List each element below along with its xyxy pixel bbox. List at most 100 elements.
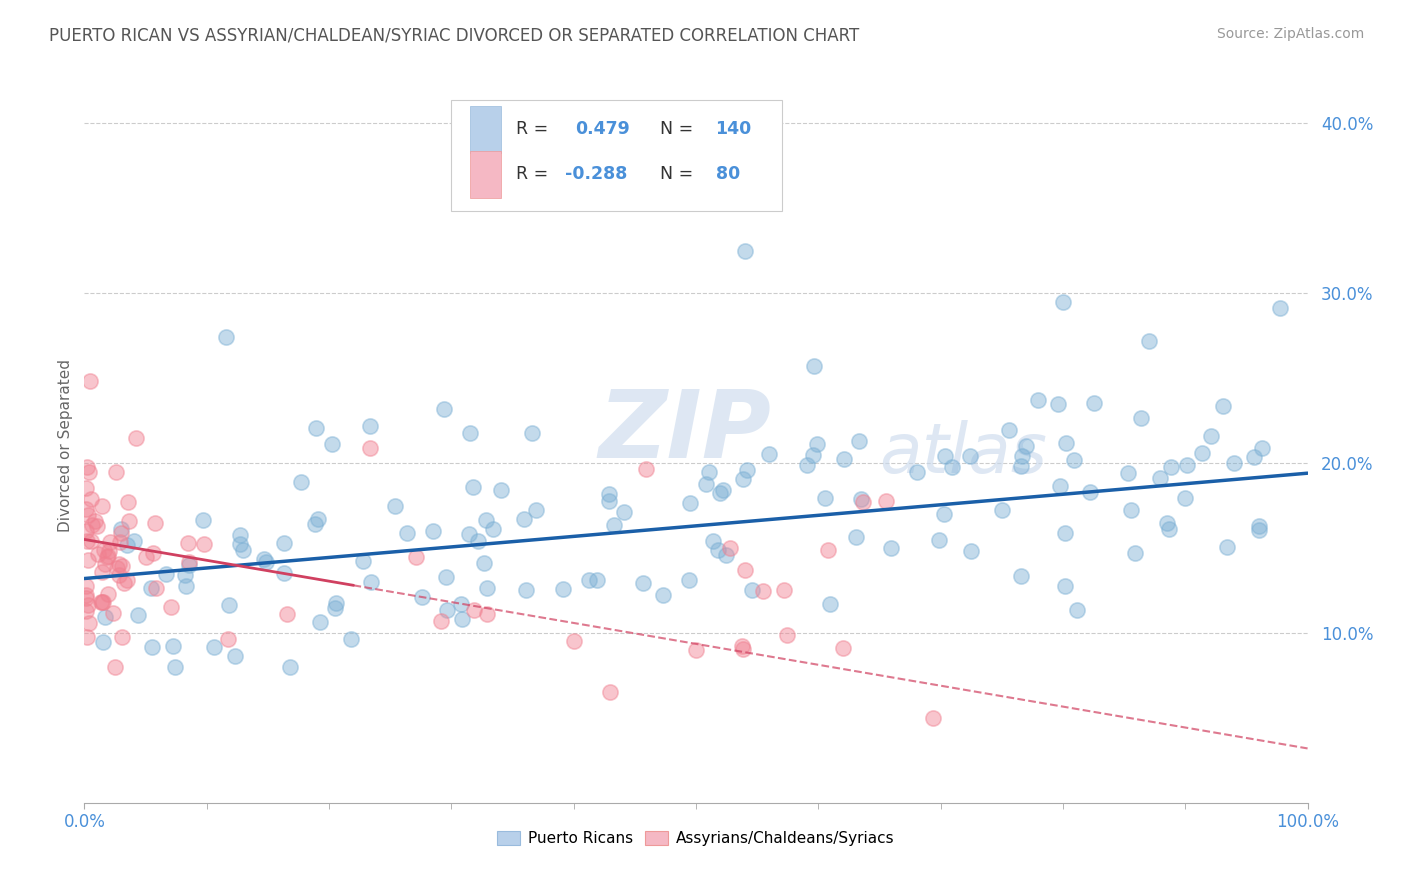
- Point: [127, 608, 149, 623]
- Point: [1011, 450, 1033, 464]
- Point: [108, 567, 131, 582]
- Point: [734, 244, 756, 258]
- Point: [110, 525, 132, 540]
- Point: [290, 475, 312, 489]
- Point: [359, 442, 381, 456]
- Point: [422, 524, 444, 538]
- Point: [1137, 334, 1160, 348]
- Point: [633, 576, 655, 591]
- Point: [229, 537, 252, 551]
- Point: [111, 630, 134, 644]
- Point: [105, 561, 128, 575]
- Point: [91, 500, 114, 514]
- Point: [163, 660, 186, 674]
- Point: [1054, 436, 1077, 450]
- Point: [714, 548, 737, 562]
- Point: [97, 549, 120, 564]
- Y-axis label: Divorced or Separated: Divorced or Separated: [58, 359, 73, 533]
- Point: [89, 594, 111, 608]
- Point: [598, 494, 620, 508]
- Point: [83, 514, 105, 528]
- Point: [1123, 546, 1146, 560]
- Point: [321, 437, 343, 451]
- Point: [325, 596, 347, 610]
- Point: [752, 583, 775, 598]
- Point: [991, 502, 1014, 516]
- Point: [1130, 410, 1153, 425]
- Point: [1078, 485, 1101, 500]
- Point: [1010, 458, 1032, 473]
- Point: [76, 630, 98, 644]
- Point: [603, 518, 626, 533]
- Point: [472, 556, 495, 570]
- Point: [305, 420, 328, 434]
- Point: [852, 495, 875, 509]
- Point: [77, 599, 100, 613]
- Point: [905, 465, 928, 479]
- Point: [395, 525, 418, 540]
- Point: [97, 587, 120, 601]
- Point: [482, 523, 505, 537]
- Point: [307, 512, 329, 526]
- Text: R =: R =: [516, 120, 548, 138]
- FancyBboxPatch shape: [470, 151, 502, 198]
- Point: [1223, 456, 1246, 470]
- Point: [1026, 392, 1049, 407]
- Point: [578, 573, 600, 587]
- Point: [433, 401, 456, 416]
- Point: [1066, 602, 1088, 616]
- Point: [475, 513, 498, 527]
- Point: [117, 495, 139, 509]
- Point: [276, 607, 298, 621]
- Point: [273, 536, 295, 550]
- Point: [174, 567, 197, 582]
- Point: [254, 555, 277, 569]
- Point: [135, 549, 157, 564]
- Text: 0.479: 0.479: [575, 120, 630, 138]
- Point: [80, 534, 103, 549]
- Point: [340, 632, 363, 646]
- Point: [679, 496, 702, 510]
- Point: [586, 573, 609, 587]
- Point: [818, 597, 841, 611]
- Point: [405, 549, 427, 564]
- Point: [845, 530, 868, 544]
- Point: [118, 514, 141, 528]
- Point: [718, 541, 741, 555]
- Point: [1268, 301, 1291, 315]
- Point: [1121, 503, 1143, 517]
- Point: [141, 640, 163, 654]
- Point: [1212, 399, 1234, 413]
- Point: [91, 595, 114, 609]
- Point: [75, 481, 97, 495]
- Point: [475, 581, 498, 595]
- Point: [142, 546, 165, 560]
- Point: [115, 538, 138, 552]
- Point: [79, 375, 101, 389]
- Point: [928, 533, 950, 548]
- FancyBboxPatch shape: [470, 105, 502, 153]
- Point: [411, 591, 433, 605]
- Point: [108, 557, 131, 571]
- Point: [776, 628, 799, 642]
- Point: [707, 542, 730, 557]
- Point: [359, 418, 381, 433]
- Point: [463, 480, 485, 494]
- Text: N =: N =: [661, 120, 693, 138]
- Point: [475, 607, 498, 621]
- Point: [613, 506, 636, 520]
- Point: [1010, 569, 1032, 583]
- Point: [177, 555, 200, 569]
- Text: 140: 140: [716, 120, 752, 138]
- Point: [104, 465, 127, 479]
- Point: [741, 582, 763, 597]
- Point: [796, 458, 818, 472]
- Point: [1175, 458, 1198, 472]
- Point: [922, 711, 945, 725]
- Point: [122, 533, 145, 548]
- Point: [1047, 397, 1070, 411]
- Point: [177, 558, 200, 573]
- Point: [711, 483, 734, 498]
- Point: [515, 582, 537, 597]
- Point: [733, 472, 755, 486]
